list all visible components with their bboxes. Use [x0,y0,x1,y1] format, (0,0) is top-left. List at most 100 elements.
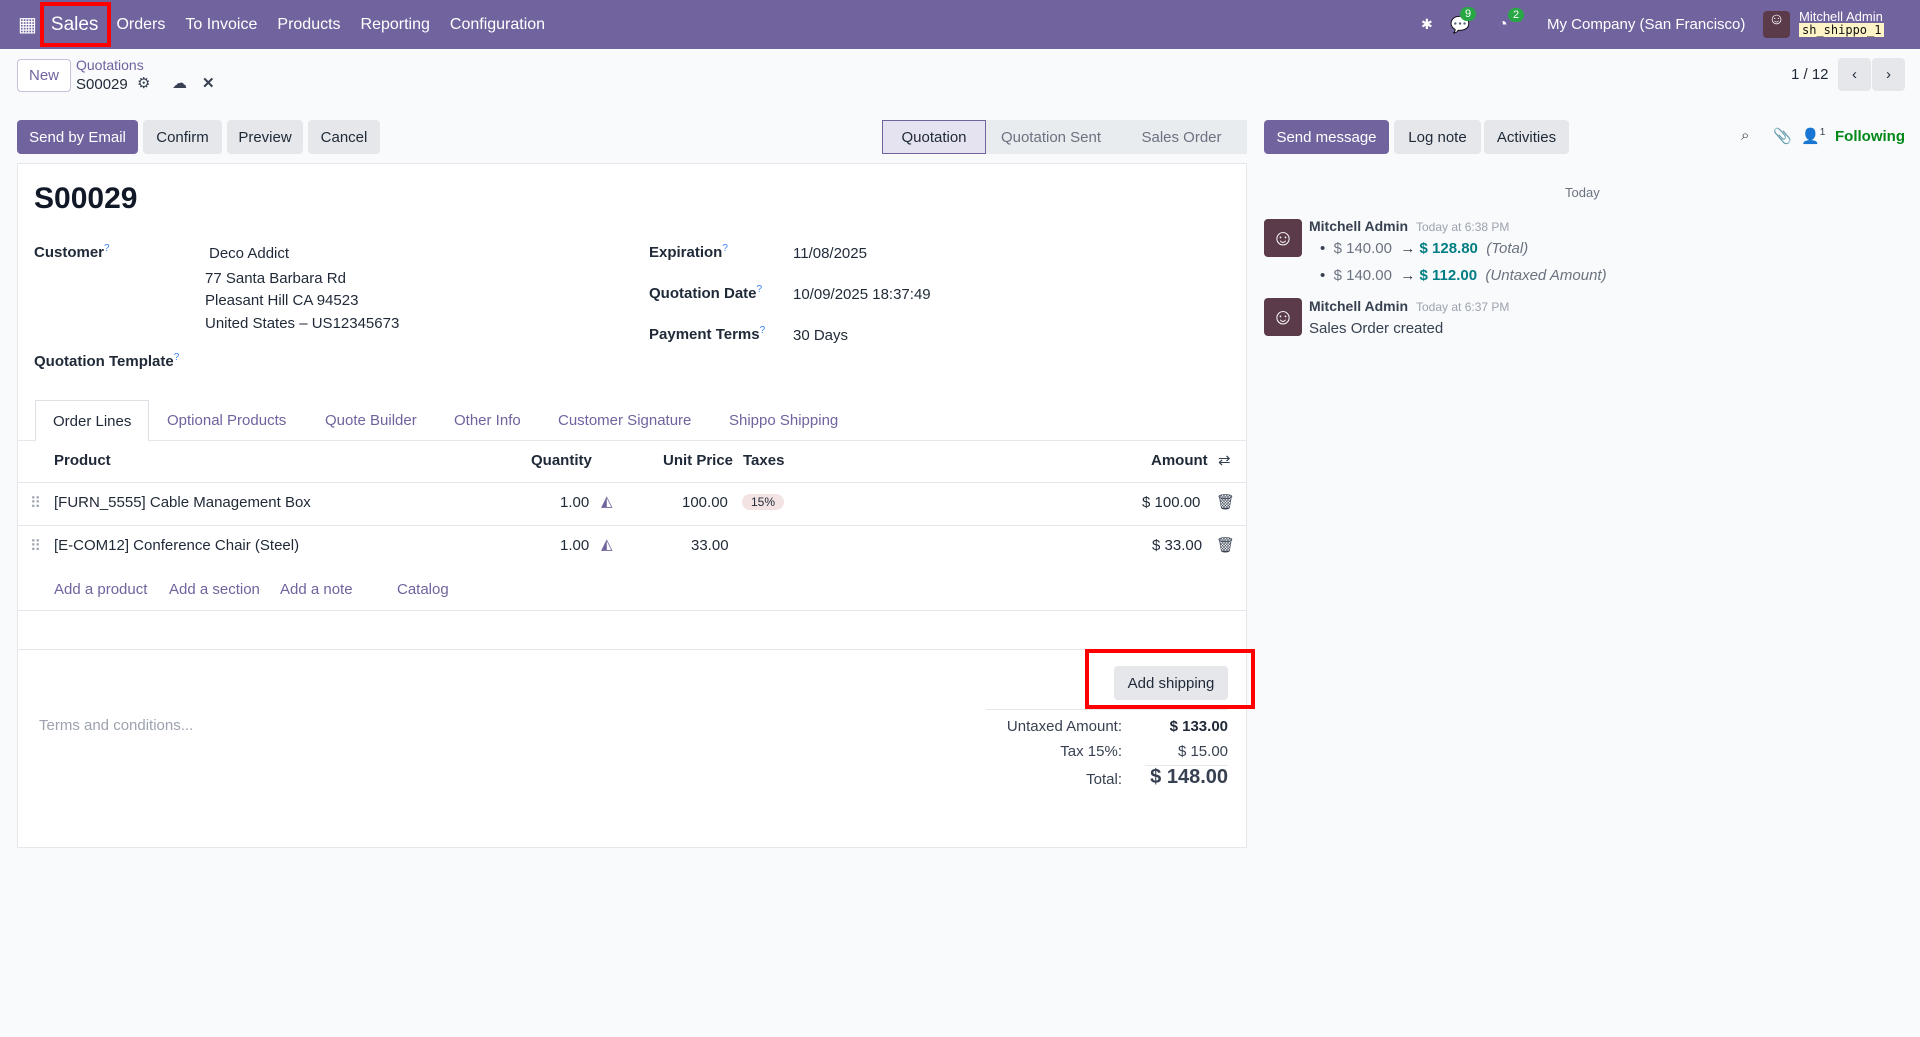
app-name[interactable]: Sales [50,13,99,35]
delete-icon[interactable]: 🗑 [1216,537,1236,554]
message-author[interactable]: Mitchell Admin [1309,298,1409,314]
followers-count: 1 [1819,127,1826,138]
following-button[interactable]: Following [1835,128,1905,145]
tab-customer-signature[interactable]: Customer Signature [558,412,692,429]
quotation-date-field[interactable]: 10/09/2025 18:37:49 [793,286,931,303]
avatar[interactable]: ☺ [1763,11,1790,38]
tab-order-lines[interactable]: Order Lines [35,400,150,441]
customer-address-line1: 77 Santa Barbara Rd [205,270,346,287]
activities-button[interactable]: Activities [1484,120,1569,154]
bug-icon[interactable]: ✱ [1421,16,1433,32]
record-name: S00029 [76,76,128,93]
pager-prev-button[interactable]: ‹ [1838,58,1871,91]
row-amount: $ 100.00 [1142,494,1201,511]
preview-button[interactable]: Preview [227,120,303,154]
row-tax-badge[interactable]: 15% [742,494,785,510]
tracking-change: • $ 140.00 → $ 128.80 (Total) [1320,240,1529,257]
menu-reporting[interactable]: Reporting [360,15,430,33]
message-time: Today at 6:38 PM [1416,220,1510,234]
terms-input[interactable]: Terms and conditions... [39,717,194,734]
catalog-link[interactable]: Catalog [397,581,449,598]
discard-icon[interactable]: ✕ [202,75,215,92]
message-body: Sales Order created [1309,320,1444,337]
followers-icon[interactable]: 👤1 [1801,127,1826,145]
highlight-box-sales [40,2,111,47]
company-switcher[interactable]: My Company (San Francisco) [1547,16,1746,33]
search-icon[interactable]: ⌕ [1741,127,1750,144]
add-note-link[interactable]: Add a note [280,581,353,598]
database-badge: sh_shippo_1 [1799,23,1885,37]
forecast-chart-icon[interactable]: ◭ [601,493,613,510]
status-sales-order[interactable]: Sales Order [1116,120,1247,154]
totals-divider [986,709,1228,710]
menu-configuration[interactable]: Configuration [449,15,546,33]
total-divider [1145,765,1228,766]
cloud-save-icon[interactable]: ☁ [172,75,187,92]
send-by-email-button[interactable]: Send by Email [17,120,138,154]
row-amount: $ 33.00 [1152,537,1203,554]
drag-handle-icon[interactable]: ⠿ [30,538,41,555]
tab-other-info[interactable]: Other Info [454,412,521,429]
tab-shippo-shipping[interactable]: Shippo Shipping [729,412,839,429]
quotation-template-label: Quotation Template? [34,352,180,370]
highlight-box-add-shipping [1085,649,1255,709]
row-divider [17,525,1247,526]
message-author[interactable]: Mitchell Admin [1309,218,1409,234]
menu-to-invoice[interactable]: To Invoice [185,15,258,33]
expiration-label: Expiration? [649,243,728,261]
cancel-button[interactable]: Cancel [308,120,380,154]
apps-grid-icon[interactable]: ▦ [18,14,37,36]
expiration-field[interactable]: 11/08/2025 [793,245,867,262]
log-note-button[interactable]: Log note [1394,120,1481,154]
confirm-button[interactable]: Confirm [143,120,222,154]
customer-address-line2: Pleasant Hill CA 94523 [205,292,359,309]
chat-icon[interactable]: 💬 9 [1450,6,1477,35]
message-time: Today at 6:37 PM [1416,300,1510,314]
row-quantity[interactable]: 1.00 [560,494,590,511]
tax-label: Tax 15%: [1060,743,1122,760]
pager-value: 1 / 12 [1791,66,1829,83]
gear-icon[interactable]: ⚙ [137,75,151,92]
untaxed-value: $ 133.00 [1169,718,1228,735]
tab-optional-products[interactable]: Optional Products [167,412,287,429]
customer-name[interactable]: Deco Addict [209,245,290,262]
send-message-button[interactable]: Send message [1264,120,1389,154]
payment-terms-field[interactable]: 30 Days [793,327,849,344]
status-quotation[interactable]: Quotation [882,120,986,154]
avatar: ☺ [1264,298,1302,336]
row-quantity[interactable]: 1.00 [560,537,590,554]
row-product[interactable]: [FURN_5555] Cable Management Box [54,494,311,511]
drag-handle-icon[interactable]: ⠿ [30,495,41,512]
row-price[interactable]: 100.00 [682,494,728,511]
total-label: Total: [1086,771,1122,788]
forecast-chart-icon[interactable]: ◭ [601,536,613,553]
delete-icon[interactable]: 🗑 [1216,494,1236,511]
menu-orders[interactable]: Orders [116,15,166,33]
add-shipping-button[interactable]: Add shipping [1114,666,1228,700]
attachment-icon[interactable]: 📎 [1773,128,1792,145]
col-taxes: Taxes [743,452,785,469]
breadcrumb-quotations[interactable]: Quotations [76,57,144,73]
new-button[interactable]: New [17,59,71,92]
user-name[interactable]: Mitchell Admin [1799,9,1883,24]
row-price[interactable]: 33.00 [691,537,729,554]
status-quotation-sent[interactable]: Quotation Sent [986,120,1116,154]
row-product[interactable]: [E-COM12] Conference Chair (Steel) [54,537,300,554]
menu-products[interactable]: Products [277,15,341,33]
add-section-link[interactable]: Add a section [169,581,260,598]
activity-clock-icon[interactable]: ◔ 2 [1498,7,1525,34]
avatar: ☺ [1264,219,1302,257]
column-settings-icon[interactable]: ⇄ [1218,452,1231,469]
quotation-date-label: Quotation Date? [649,284,763,302]
tax-value: $ 15.00 [1177,743,1228,760]
top-navbar: ▦ Sales Orders To Invoice Products Repor… [0,0,1920,49]
col-unit-price: Unit Price [663,452,734,469]
footer-divider [17,649,1247,650]
col-product: Product [54,452,111,469]
untaxed-label: Untaxed Amount: [1006,718,1122,735]
table-end-divider [17,610,1247,611]
pager-next-button[interactable]: › [1872,58,1905,91]
add-product-link[interactable]: Add a product [54,581,148,598]
tab-quote-builder[interactable]: Quote Builder [325,412,417,429]
form-title: S00029 [34,182,138,215]
